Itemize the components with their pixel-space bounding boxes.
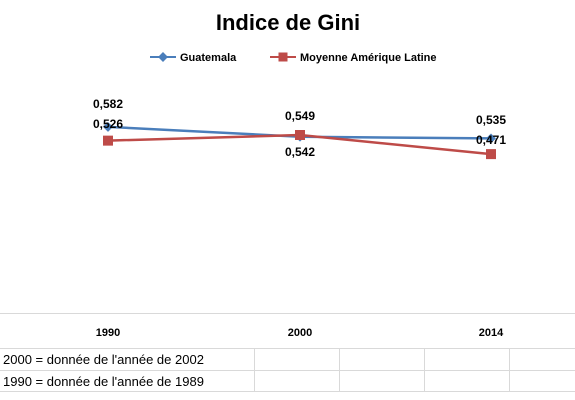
data-label-guatemala-2000: 0,542 — [285, 145, 315, 159]
legend: Guatemala Moyenne Amérique Latine — [150, 52, 437, 64]
note-1990: 1990 = donnée de l'année de 1989 — [3, 374, 204, 389]
data-label-guatemala-1990: 0,582 — [93, 97, 123, 111]
spreadsheet-notes: 2000 = donnée de l'année de 2002 1990 = … — [0, 348, 575, 392]
sheet-gridline — [0, 313, 575, 314]
legend-moyenne-label: Moyenne Amérique Latine — [300, 52, 437, 64]
legend-guatemala-marker — [158, 52, 168, 62]
x-tick-label-2014: 2014 — [479, 327, 504, 339]
sheet-cell — [425, 349, 510, 370]
legend-guatemala-label: Guatemala — [180, 52, 237, 64]
chart-title: Indice de Gini — [216, 10, 360, 35]
chart: Indice de Gini Guatemala Moyenne Amériqu… — [93, 10, 506, 339]
x-tick-label-2000: 2000 — [288, 327, 312, 339]
note-2000: 2000 = donnée de l'année de 2002 — [3, 352, 204, 367]
sheet-cell — [255, 349, 340, 370]
point-moyenne-1990 — [103, 135, 113, 146]
data-label-moyenne-1990: 0,526 — [93, 117, 123, 131]
legend-moyenne-marker — [278, 52, 288, 62]
note-row: 1990 = donnée de l'année de 1989 — [0, 370, 575, 392]
note-row: 2000 = donnée de l'année de 2002 — [0, 348, 575, 370]
point-moyenne-2000 — [295, 130, 305, 140]
sheet-cell — [255, 371, 340, 392]
sheet-cell — [0, 349, 255, 370]
point-guatemala-1990 — [103, 121, 113, 132]
sheet-cell — [340, 371, 425, 392]
sheet-cell — [340, 349, 425, 370]
sheet-cell — [0, 371, 255, 392]
plot-area: 1990 2000 2014 0,582 0,542 0,535 0,526 0,549 0,4… — [93, 97, 506, 339]
point-guatemala-2014 — [486, 133, 496, 144]
point-moyenne-2014 — [486, 149, 496, 160]
data-label-guatemala-2014: 0,535 — [476, 113, 506, 127]
data-label-moyenne-2014: 0,471 — [476, 133, 506, 147]
data-label-moyenne-2000: 0,549 — [285, 109, 315, 123]
sheet-cell — [425, 371, 510, 392]
x-tick-label-1990: 1990 — [96, 327, 120, 339]
